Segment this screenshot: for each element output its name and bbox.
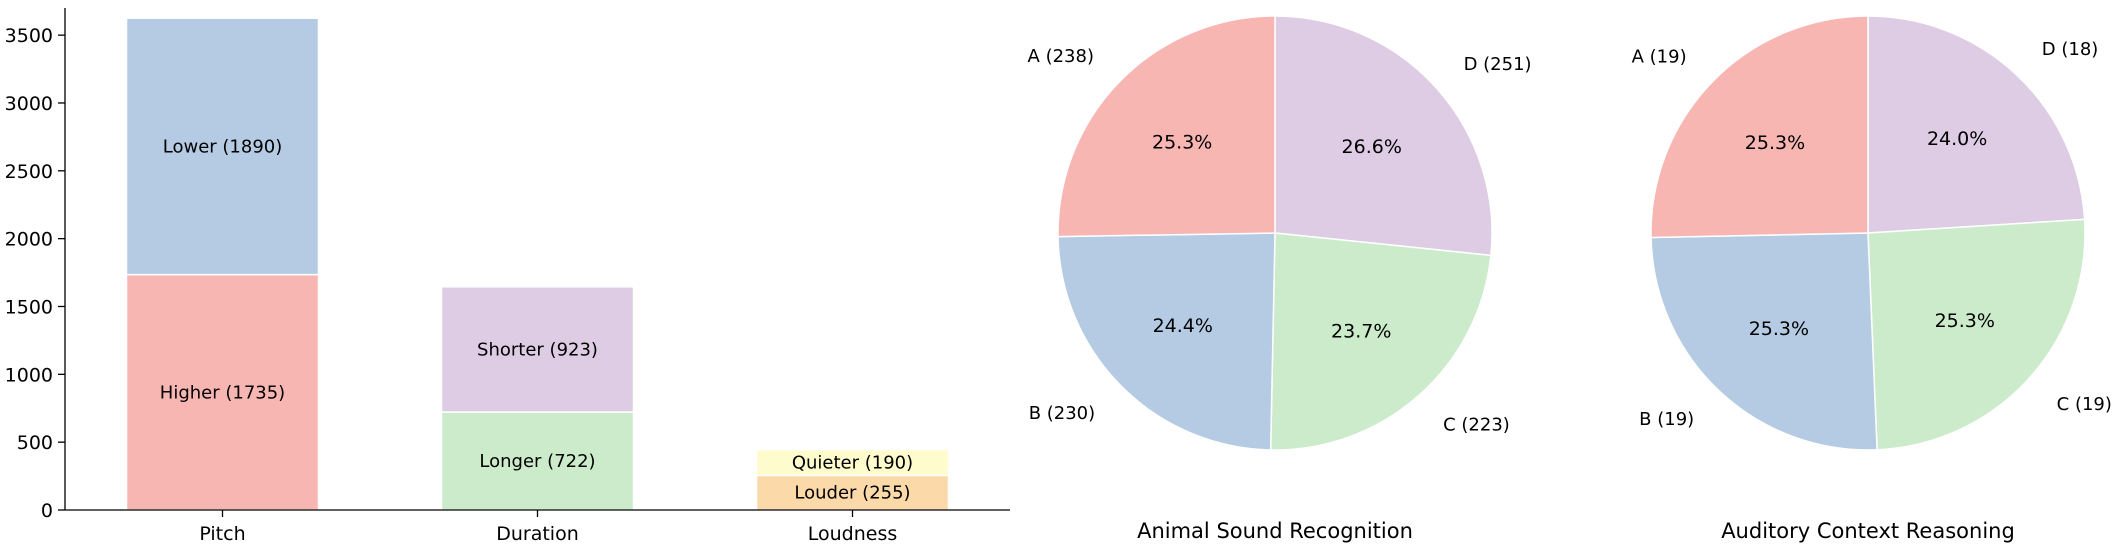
pie-slice-label: D (18) [2042, 39, 2099, 60]
bar-segment-loudness-1 [755, 448, 950, 477]
y-tick-label: 1000 [5, 364, 53, 386]
bar-segment-label: Higher (1735) [160, 382, 285, 403]
pie-slice-label: C (223) [1443, 414, 1510, 435]
pie-slice-percent: 24.0% [1927, 128, 1987, 150]
pie-slice-b [1057, 232, 1276, 451]
x-tick-label: Loudness [808, 523, 898, 545]
pie-slice-d [1867, 15, 2086, 234]
pie-title: Auditory Context Reasoning [1721, 519, 2015, 543]
pie-title: Animal Sound Recognition [1137, 519, 1413, 543]
bar-segment-label: Lower (1890) [163, 136, 283, 157]
x-tick-label: Pitch [199, 523, 245, 545]
bar-segment-pitch-0 [125, 273, 320, 511]
pie-slice-percent: 25.3% [1152, 132, 1212, 154]
pie-slice-c [1867, 218, 2086, 451]
pie-slice-percent: 23.7% [1331, 321, 1391, 343]
x-tick-label: Duration [496, 523, 579, 545]
pie-slice-label: A (19) [1632, 46, 1687, 67]
pie-slice-percent: 24.4% [1153, 315, 1213, 337]
pie-slice-label: D (251) [1464, 54, 1532, 75]
pie-slice-percent: 26.6% [1342, 136, 1402, 158]
bar-segment-label: Quieter (190) [792, 453, 913, 474]
bar-segment-label: Longer (722) [479, 451, 595, 472]
bar-segment-pitch-1 [125, 17, 320, 276]
pie-slice-percent: 25.3% [1935, 310, 1995, 332]
bar-segment-label: Shorter (923) [477, 339, 598, 360]
pie-slice-c [1269, 232, 1492, 451]
pie-slice-a [1057, 15, 1276, 238]
pie-chart-animal-sound-recognition: 26.6% D (251) 23.7% C (223) 24.4% B (230) 25.3… [1028, 15, 1532, 543]
y-tick-label: 0 [41, 500, 53, 522]
pie-slice-label: C (19) [2057, 394, 2112, 415]
y-tick-label: 3000 [5, 93, 53, 115]
y-tick-label: 2000 [5, 229, 53, 251]
y-tick-label: 1500 [5, 296, 53, 318]
y-tick-label: 500 [17, 432, 53, 454]
y-tick-label: 3500 [5, 25, 53, 47]
bar-segment-loudness-0 [755, 474, 950, 511]
pie-chart-auditory-context-reasoning: 24.0% D (18) 25.3% C (19) 25.3% B (19) 25.3% A … [1632, 15, 2112, 543]
pie-slice-label: B (230) [1029, 403, 1095, 424]
pie-slice-label: B (19) [1639, 409, 1694, 430]
stacked-bar-chart: 0 500 1000 1500 2000 2500 3000 3500 Higher (1735… [5, 8, 1010, 545]
pie-slice-percent: 25.3% [1749, 318, 1809, 340]
bar-segment-duration-1 [440, 286, 635, 413]
pie-slice-label: A (238) [1028, 46, 1094, 67]
pie-slice-d [1274, 15, 1493, 257]
bar-segment-label: Louder (255) [794, 483, 910, 504]
pie-slice-percent: 25.3% [1745, 132, 1805, 154]
pie-slice-a [1650, 15, 1869, 239]
pie-slice-b [1650, 232, 1878, 451]
y-tick-label: 2500 [5, 161, 53, 183]
